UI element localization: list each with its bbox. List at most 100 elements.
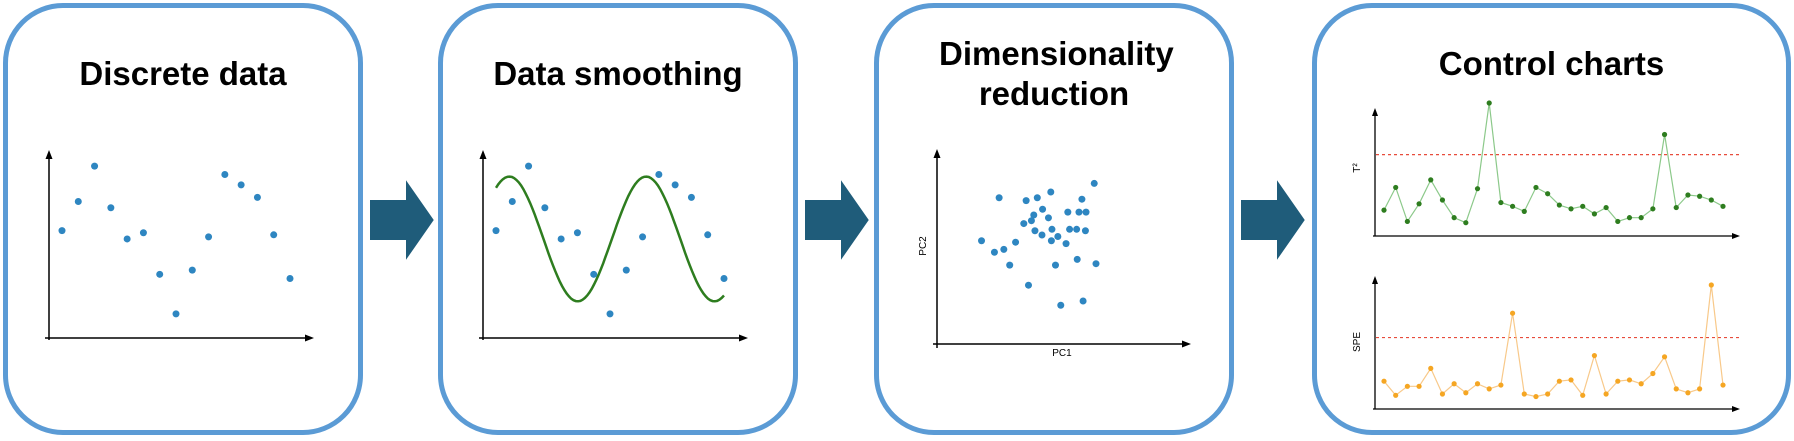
- smoothed-data-point-13: [687, 193, 695, 201]
- spe-point-18: [1580, 392, 1586, 398]
- t2-point-8: [1463, 220, 1469, 226]
- t2-point-2: [1393, 184, 1399, 191]
- spe-point-10: [1486, 386, 1492, 392]
- data-point-8: [172, 310, 180, 318]
- t2-point-6: [1439, 197, 1446, 203]
- pca-point-17: [1038, 231, 1046, 239]
- pca-point-10: [1044, 214, 1052, 222]
- discrete-y-axis-arrowhead: [45, 150, 53, 159]
- pca-point-5: [1024, 281, 1032, 289]
- pca-point-22: [1066, 225, 1074, 233]
- smoothed-data-point-6: [573, 229, 581, 237]
- t2-point-4: [1416, 201, 1422, 207]
- spe-y-axis-arrowhead: [1372, 276, 1378, 284]
- spe-point-2: [1393, 392, 1399, 398]
- pca-point-25: [1082, 208, 1090, 216]
- pca-point-6: [990, 248, 998, 256]
- discrete-axes: [45, 150, 314, 342]
- t2-point-30: [1720, 203, 1726, 209]
- smoothing-axes: [479, 150, 748, 342]
- data-point-5: [123, 235, 131, 243]
- t2-point-21: [1615, 218, 1621, 225]
- t2-point-26: [1673, 204, 1679, 211]
- data-point-9: [188, 266, 196, 274]
- t2-point-16: [1556, 202, 1562, 208]
- pca-point-2: [995, 194, 1003, 202]
- spe-point-6: [1439, 391, 1446, 397]
- smoothing-curve: [494, 175, 725, 303]
- discrete-x-axis-arrowhead: [305, 334, 314, 342]
- spe-point-17: [1568, 377, 1574, 383]
- t2-points-group: [1381, 100, 1726, 226]
- spe-point-5: [1428, 365, 1434, 371]
- discrete-points-group: [58, 162, 294, 318]
- pca-point-16: [1031, 227, 1039, 235]
- pca-point-19: [1051, 261, 1059, 269]
- smoothed-data-point-8: [606, 310, 614, 318]
- smoothed-data-point-2: [508, 198, 516, 206]
- t2-point-23: [1638, 215, 1644, 221]
- spe-point-12: [1509, 310, 1516, 316]
- data-point-13: [253, 193, 261, 201]
- t2-chart: T²: [1352, 100, 1740, 239]
- pca-y-axis-label: PC2: [918, 236, 929, 256]
- pca-x-axis-label: PC1: [1052, 348, 1072, 359]
- t2-point-13: [1521, 208, 1527, 214]
- pca-point-23: [1064, 208, 1072, 216]
- t2-point-10: [1486, 100, 1492, 106]
- pca-point-24: [1075, 208, 1083, 216]
- t2-point-20: [1603, 204, 1609, 211]
- data-point-3: [91, 162, 99, 170]
- smoothed-data-point-3: [525, 162, 533, 170]
- spe-point-3: [1404, 383, 1410, 389]
- data-point-1: [58, 227, 66, 235]
- pca-point-1: [978, 237, 986, 245]
- spe-point-20: [1603, 391, 1609, 397]
- data-point-15: [286, 274, 294, 282]
- t2-point-29: [1708, 197, 1714, 203]
- t2-y-axis-label: T²: [1352, 163, 1363, 173]
- spe-point-22: [1626, 377, 1633, 383]
- spe-point-24: [1650, 370, 1656, 377]
- t2-point-15: [1545, 191, 1551, 197]
- flow-arrow-1-shape: [368, 173, 437, 267]
- t2-point-24: [1650, 206, 1656, 212]
- pca-point-13: [1039, 205, 1047, 213]
- smoothing-points-group: [492, 162, 728, 318]
- t2-point-27: [1685, 192, 1691, 198]
- pca-point-34: [1092, 260, 1100, 268]
- pca-point-8: [1020, 220, 1028, 228]
- pca-x-axis-arrowhead: [1182, 340, 1191, 348]
- data-point-14: [270, 231, 278, 239]
- spe-point-14: [1533, 393, 1539, 400]
- data-point-11: [221, 170, 229, 178]
- spe-point-29: [1708, 282, 1714, 288]
- spe-point-4: [1416, 383, 1422, 389]
- smoothing-x-axis-arrowhead: [739, 334, 748, 342]
- spe-point-30: [1720, 382, 1726, 388]
- pca-point-30: [1048, 225, 1056, 233]
- t2-point-7: [1451, 215, 1457, 221]
- t2-point-18: [1580, 203, 1586, 209]
- pca-point-3: [1006, 261, 1014, 269]
- flow-arrow-2-shape: [803, 173, 872, 267]
- spe-series-line: [1383, 284, 1724, 398]
- t2-point-1: [1381, 207, 1387, 213]
- step-panel-dimensionality-reduction: Dimensionality reduction: [874, 3, 1234, 435]
- pca-point-12: [1022, 197, 1030, 205]
- t2-point-28: [1697, 193, 1703, 199]
- t2-point-9: [1474, 186, 1481, 192]
- flow-arrow-3: [1239, 173, 1308, 267]
- smoothed-data-point-15: [720, 274, 728, 282]
- spe-point-16: [1556, 378, 1562, 384]
- spe-point-7: [1451, 381, 1457, 387]
- spe-chart: SPE: [1352, 276, 1740, 412]
- pca-axes: [933, 149, 1191, 348]
- t2-point-12: [1509, 203, 1516, 209]
- spe-point-19: [1591, 352, 1598, 359]
- spe-point-28: [1697, 386, 1703, 392]
- smoothed-data-point-7: [590, 270, 598, 278]
- smoothed-data-point-14: [704, 231, 712, 239]
